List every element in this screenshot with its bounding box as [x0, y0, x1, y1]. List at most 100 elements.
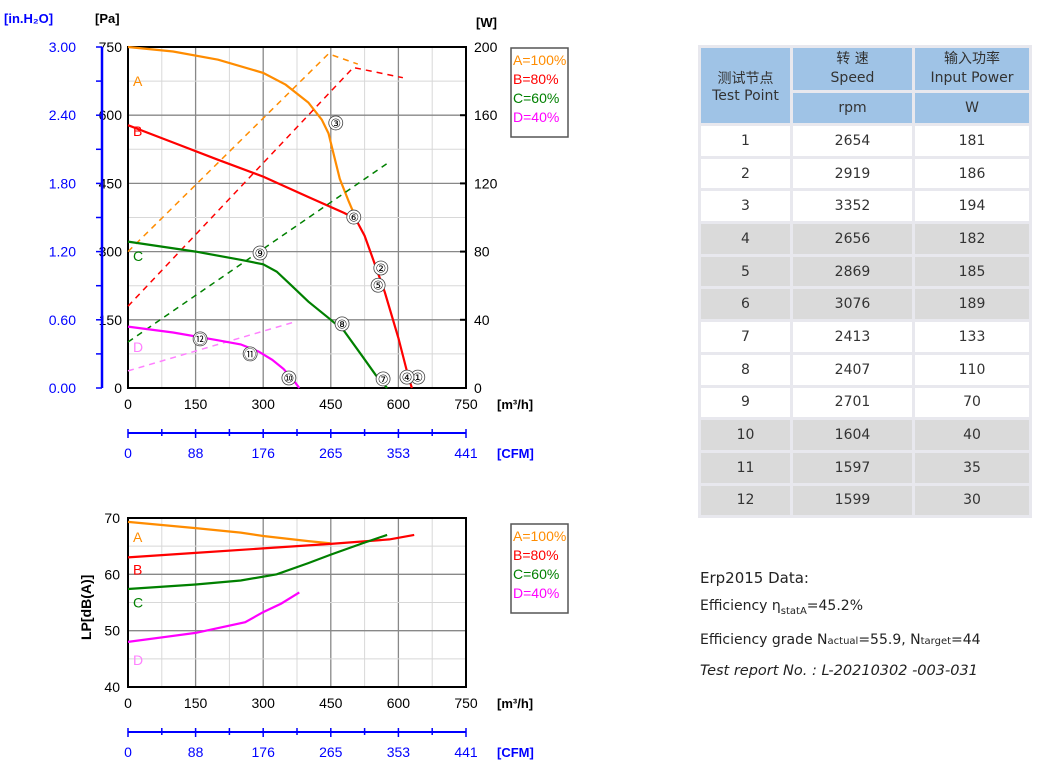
efficiency-line: Efficiency ηstatA=45.2%: [700, 592, 981, 626]
value: =55.9, N: [858, 631, 921, 648]
legend-item: B=80%: [513, 547, 559, 563]
cfm-tick-label: 353: [387, 445, 411, 461]
plot-frame: [127, 517, 467, 688]
y-axis-label: LP[dB(A)]: [78, 575, 94, 640]
table-cell: 1604: [790, 417, 915, 453]
test-point-marker: [192, 331, 208, 347]
noise-curve-C: [127, 533, 388, 591]
test-point-marker: [346, 209, 362, 225]
label: Efficiency η: [700, 598, 781, 614]
table-cell: 2701: [790, 384, 915, 421]
table-cell: 5: [698, 253, 793, 290]
table-cell: 3076: [790, 286, 915, 323]
table-cell: 1599: [790, 482, 915, 519]
table-cell: 2413: [790, 319, 915, 355]
x-tick-label: 300: [252, 695, 276, 711]
test-point-label: ①: [412, 371, 423, 385]
legend-box: [510, 47, 569, 138]
test-point-label: ⑫: [194, 332, 206, 346]
curve-label-B: B: [133, 123, 142, 139]
y-tick-label: 750: [99, 39, 123, 55]
curve-label-A: A: [133, 529, 143, 545]
test-point-marker: [281, 370, 297, 386]
inh2o-tick-label: 3.00: [49, 39, 76, 55]
sub: target: [920, 635, 952, 647]
cfm-axis-label: [CFM]: [497, 446, 534, 461]
cfm-tick-label: 88: [188, 744, 204, 760]
table-cell: 7: [698, 319, 793, 355]
power-curve-B: [127, 66, 404, 307]
cfm-tick-label: 353: [387, 744, 411, 760]
value: =44: [951, 631, 981, 648]
table-cell: 2869: [790, 253, 915, 290]
x-tick-label: 750: [454, 396, 478, 412]
table-cell: 3: [698, 188, 793, 225]
inh2o-tick-label: 0.60: [49, 312, 76, 328]
cfm-tick-label: 0: [124, 445, 132, 461]
curve-label-A: A: [133, 73, 143, 89]
fan-performance-charts: 0 150 300 450 600 750 [m³/h]0 88 176 265 353 441 [CF…: [4, 11, 569, 760]
test-point-marker: [399, 369, 415, 385]
table-cell: 1597: [790, 449, 915, 486]
header-text: Input Power: [930, 70, 1014, 86]
table-cell: 35: [912, 449, 1032, 486]
legend-box: [510, 523, 569, 614]
noise-curve-D: [127, 591, 300, 643]
inh2o-tick-label: 1.80: [49, 175, 76, 191]
cfm-tick-label: 265: [319, 744, 343, 760]
pressure-curve-C: [127, 240, 388, 389]
curve-label-D: D: [133, 652, 143, 668]
cfm-tick-label: 0: [124, 744, 132, 760]
table-cell: 2: [698, 155, 793, 192]
test-point-marker: [370, 277, 386, 293]
table-row: 7 2413 133: [698, 319, 1032, 355]
test-point-marker: [328, 115, 344, 131]
right-y-tick-label: 40: [474, 312, 490, 328]
x-tick-label: 150: [184, 695, 208, 711]
legend-item: D=40%: [513, 109, 559, 125]
test-point-label: ③: [330, 116, 341, 130]
pressure-curve-A: [127, 45, 357, 218]
curve-label-C: C: [133, 594, 143, 610]
table-cell: 11: [698, 449, 793, 486]
right-y-tick-label: 80: [474, 244, 490, 260]
table-cell: 185: [912, 253, 1032, 290]
w-axis-label: [W]: [476, 15, 497, 30]
curve-label-D: D: [133, 339, 143, 355]
noise-curve-B: [127, 533, 415, 559]
header-text: 测试节点: [717, 70, 774, 87]
table-cell: 186: [912, 155, 1032, 192]
value: =45.2%: [806, 598, 864, 614]
test-point-marker: [334, 316, 350, 332]
table-row: 12 1599 30: [698, 482, 1032, 519]
table-cell: 2407: [790, 351, 915, 388]
table-cell: 30: [912, 482, 1032, 519]
table-cell: 3352: [790, 188, 915, 225]
inh2o-tick-label: 1.20: [49, 244, 76, 260]
header-speed-unit: rpm: [790, 90, 915, 126]
table-row: 3 3352 194: [698, 188, 1032, 225]
table-cell: 1: [698, 123, 793, 159]
table-cell: 40: [912, 417, 1032, 453]
test-point-label: ⑤: [373, 279, 384, 293]
table-row: 9 2701 70: [698, 384, 1032, 421]
table-row: 1 2654 181: [698, 123, 1032, 159]
header-text: 转 速: [836, 51, 869, 67]
table-cell: 8: [698, 351, 793, 388]
table-row: 8 2407 110: [698, 351, 1032, 388]
power-curve-D: [127, 320, 297, 372]
legend-item: D=40%: [513, 585, 559, 601]
erp-data: Erp2015 Data: Efficiency ηstatA=45.2% Ef…: [700, 564, 981, 685]
right-y-tick-label: 0: [474, 380, 482, 396]
y-tick-label: 60: [104, 566, 120, 582]
pa-axis-label: [Pa]: [95, 11, 120, 26]
y-tick-label: 50: [104, 623, 120, 639]
cfm-axis-label: [CFM]: [497, 745, 534, 760]
table-cell: 70: [912, 384, 1032, 421]
test-point-label: ⑩: [284, 371, 295, 385]
test-point-label: ④: [402, 371, 413, 385]
power-curve-A: [127, 52, 359, 253]
table-cell: 9: [698, 384, 793, 421]
right-y-tick-label: 120: [474, 175, 498, 191]
table-row: 6 3076 189: [698, 286, 1032, 323]
